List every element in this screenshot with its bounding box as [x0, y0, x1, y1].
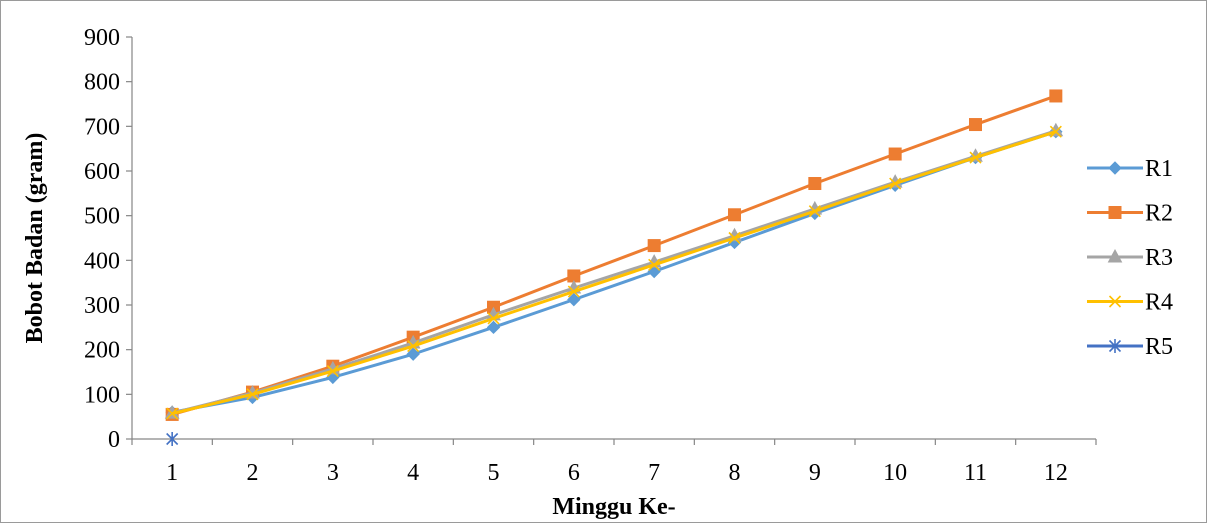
x-tick-label: 3 — [327, 460, 339, 486]
legend-label: R4 — [1145, 290, 1173, 316]
y-tick-label: 0 — [108, 427, 120, 453]
y-axis-title: Bobot Badan (gram) — [22, 133, 48, 344]
legend-entry-r5: R5 — [1087, 334, 1173, 360]
legend-marker — [1108, 295, 1122, 308]
x-axis: 1 2 3 4 5 6 7 8 9 10 11 12 — [131, 438, 1097, 486]
series-line-r2 — [171, 94, 1057, 416]
x-tick-label: 5 — [488, 460, 500, 486]
y-tick-label: 100 — [84, 382, 120, 408]
y-tick-label: 200 — [84, 338, 120, 364]
data-point-r1 — [406, 347, 420, 361]
y-tick-label: 700 — [84, 114, 120, 140]
x-tick-label: 8 — [729, 460, 741, 486]
data-point-r1 — [486, 320, 501, 335]
data-point-r2 — [808, 177, 822, 191]
legend-marker — [1107, 248, 1123, 263]
data-point-r2 — [728, 208, 741, 222]
y-tick-label: 400 — [84, 248, 120, 274]
series-r5 — [166, 432, 179, 446]
legend-label: R5 — [1145, 334, 1173, 360]
data-point-r4 — [567, 285, 580, 298]
data-point-r4 — [808, 205, 821, 218]
legend-entry-r1: R1 — [1087, 156, 1173, 182]
data-point-r2 — [1049, 89, 1063, 103]
x-tick-label: 11 — [964, 460, 987, 486]
data-point-r4 — [1049, 125, 1062, 138]
series-r4 — [166, 125, 1062, 420]
y-tick-label: 600 — [84, 159, 120, 185]
legend-marker — [1108, 206, 1122, 219]
data-point-r4 — [166, 407, 179, 420]
legend: R1 R2 R3 R4 R5 — [1087, 156, 1173, 360]
data-point-r4 — [728, 231, 741, 245]
x-tick-label: 9 — [809, 460, 821, 486]
x-axis-title: Minggu Ke- — [552, 494, 675, 520]
data-point-r1 — [567, 292, 581, 307]
series-line-r4 — [171, 130, 1057, 415]
x-tick-label: 10 — [883, 460, 907, 486]
data-point-r2 — [888, 147, 902, 161]
data-point-r2 — [647, 239, 661, 253]
series-r2 — [165, 89, 1063, 421]
legend-marker — [1108, 161, 1122, 175]
data-point-r4 — [326, 365, 339, 378]
legend-label: R1 — [1145, 156, 1173, 182]
y-tick-label: 500 — [84, 204, 120, 230]
x-tick-label: 7 — [648, 460, 660, 486]
data-point-r5 — [166, 432, 179, 446]
data-point-r2 — [969, 118, 982, 132]
legend-marker — [1108, 339, 1122, 353]
data-point-r4 — [648, 258, 661, 271]
legend-entry-r3: R3 — [1087, 245, 1173, 271]
x-tick-label: 4 — [407, 460, 419, 486]
y-tick-label: 300 — [84, 293, 120, 319]
data-point-r4 — [889, 177, 902, 190]
y-tick-label: 900 — [84, 25, 120, 51]
y-axis: 0 100 200 300 400 500 600 700 800 900 — [84, 25, 133, 453]
series-layer — [164, 89, 1064, 446]
x-tick-label: 2 — [247, 460, 259, 486]
legend-label: R3 — [1145, 245, 1173, 271]
legend-entry-r4: R4 — [1087, 290, 1173, 316]
data-point-r4 — [246, 388, 259, 401]
y-tick-label: 800 — [84, 70, 120, 96]
data-point-r4 — [407, 340, 420, 353]
legend-label: R2 — [1145, 201, 1173, 227]
legend-entry-r2: R2 — [1087, 201, 1173, 227]
x-tick-label: 6 — [568, 460, 580, 486]
data-point-r4 — [487, 312, 500, 325]
x-tick-label: 12 — [1044, 460, 1068, 486]
data-point-r4 — [969, 151, 982, 164]
x-tick-label: 1 — [166, 460, 178, 486]
